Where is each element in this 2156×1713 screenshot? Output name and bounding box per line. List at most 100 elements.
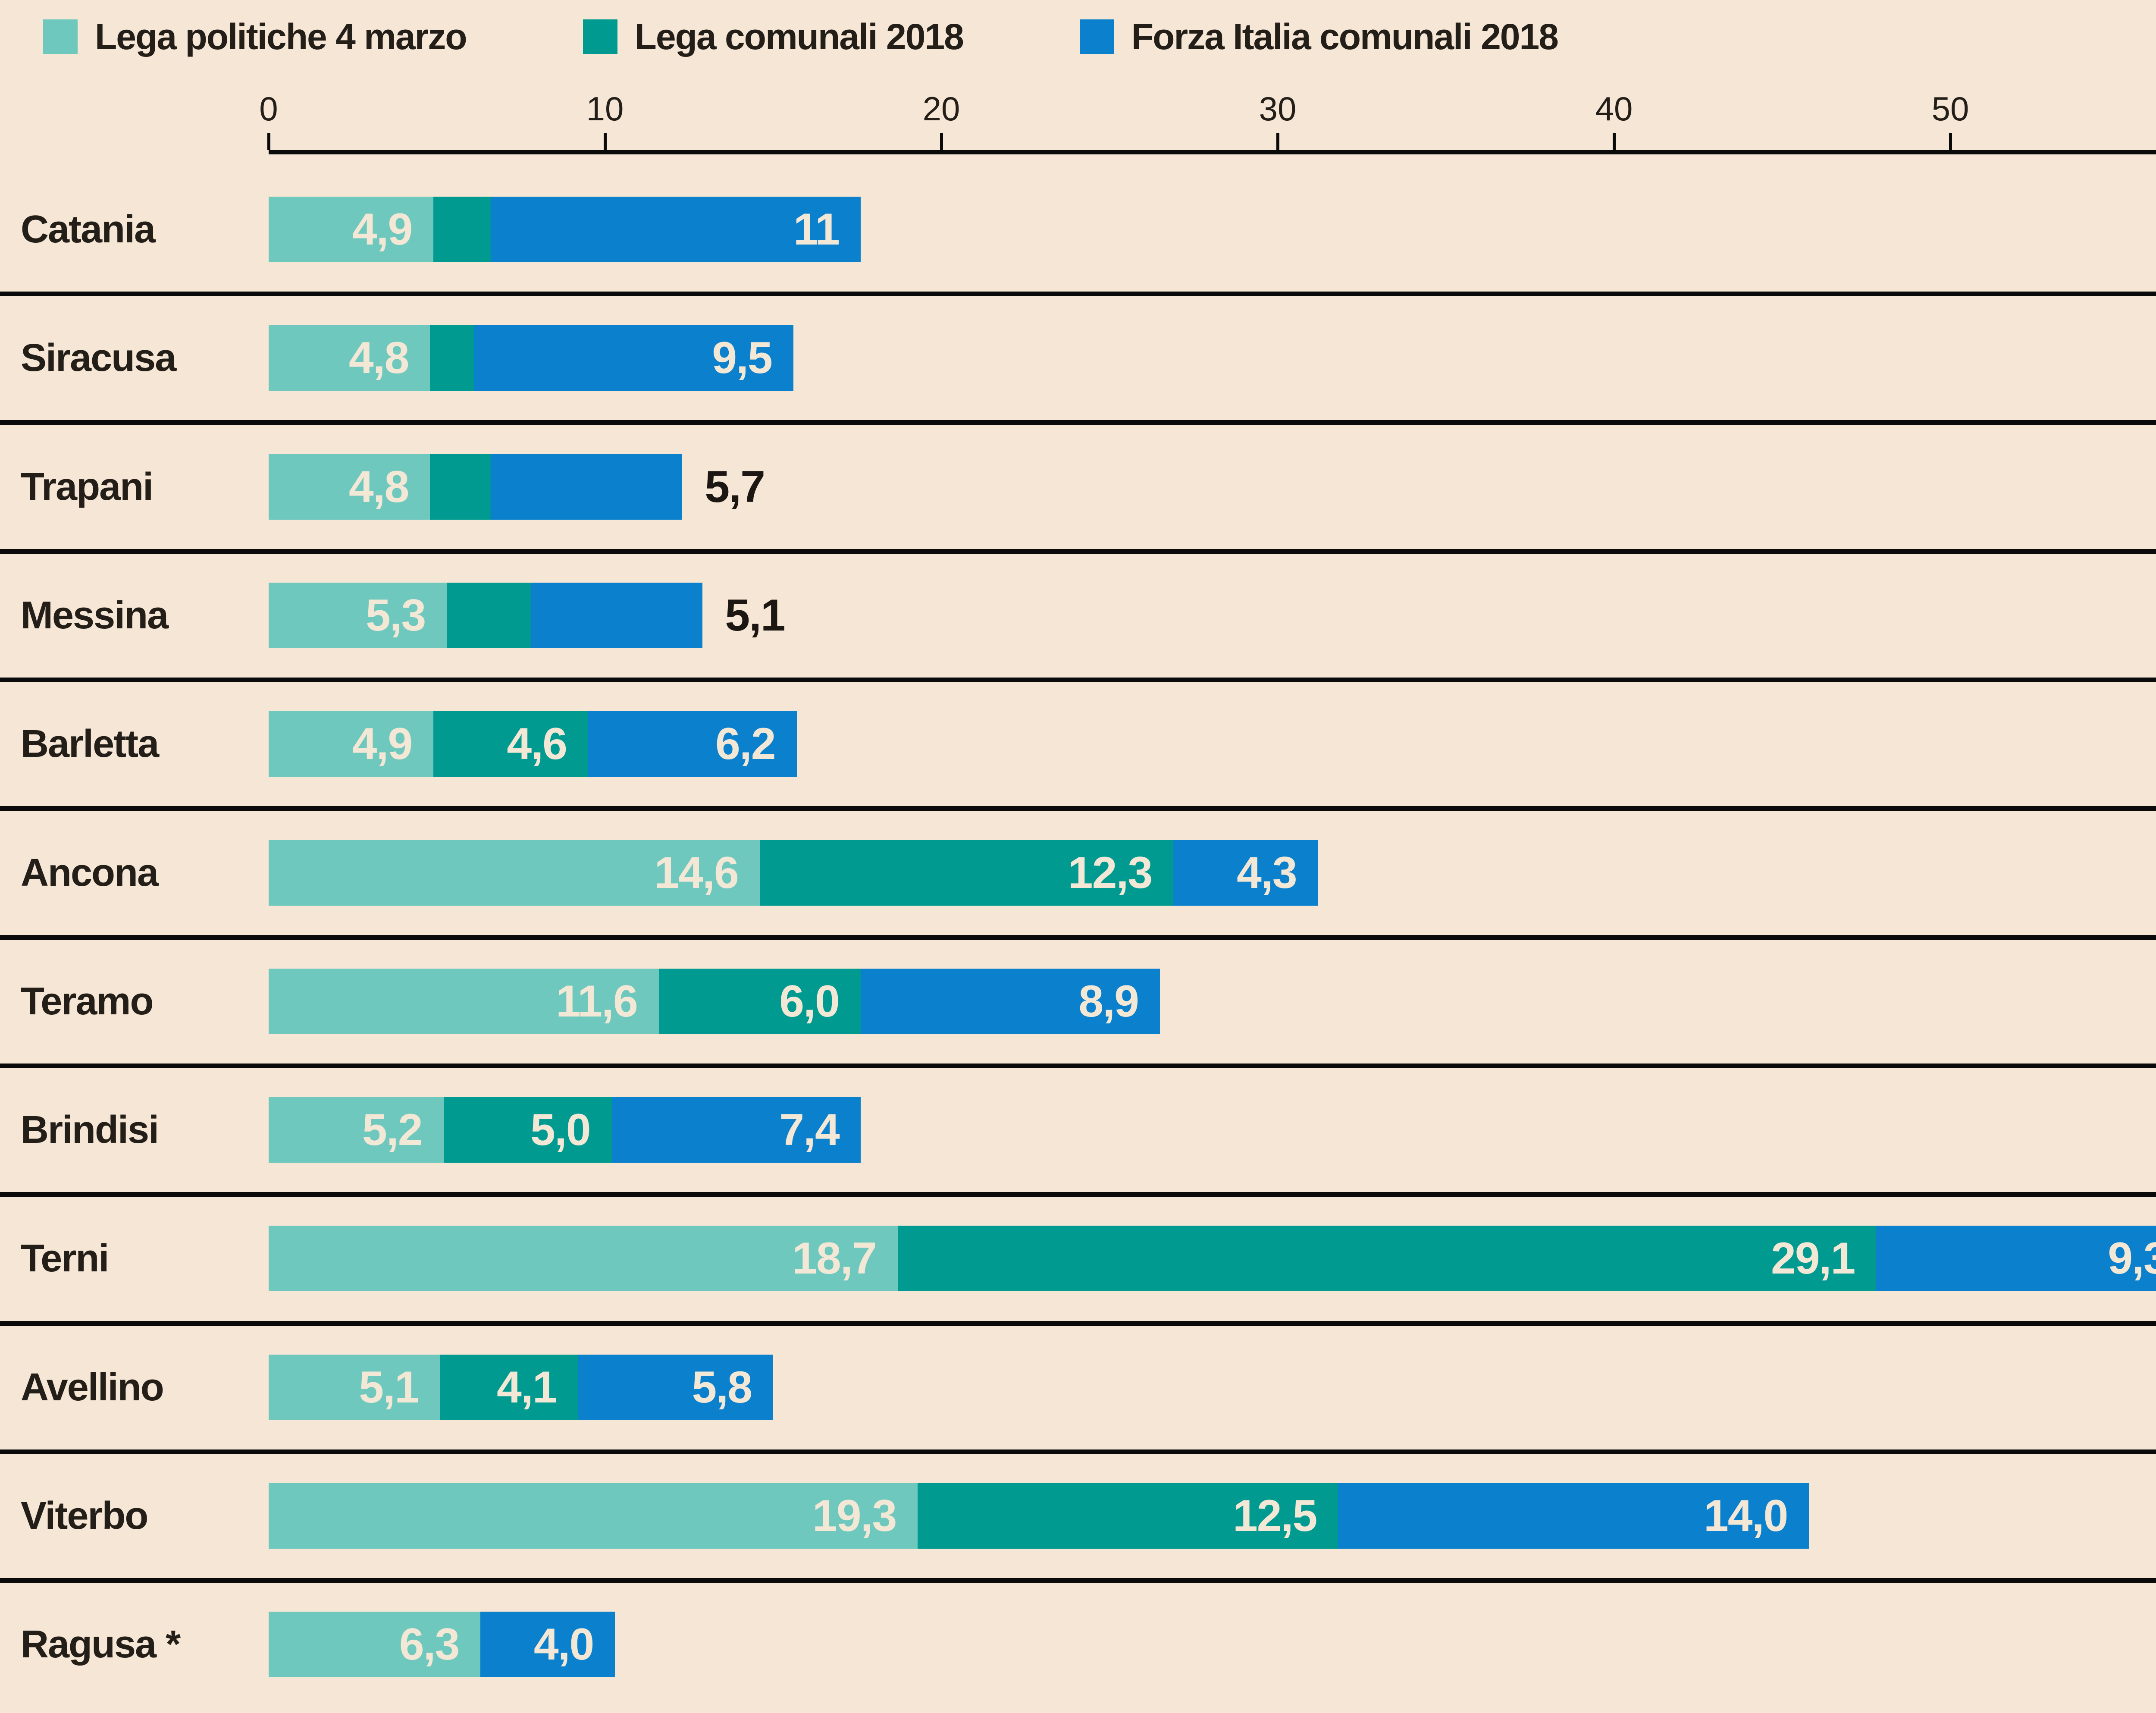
segment-value-label: 12,3 [1068, 847, 1153, 898]
lega-comunali-segment [433, 197, 491, 262]
segment-value-label: 11,6 [556, 976, 638, 1026]
axis-tick-label: 40 [1595, 90, 1633, 128]
segment-value-label: 6,2 [715, 719, 776, 769]
forza-italia-segment: 9,5 [473, 325, 793, 391]
row-label: Barletta [21, 722, 159, 766]
lega-comunali-segment: 29,1 [897, 1226, 1877, 1292]
forza-italia-segment: 9,3 [1876, 1226, 2156, 1292]
axis-tick-label: 50 [1931, 90, 1969, 128]
forza-italia-segment: 4,3 [1173, 840, 1318, 906]
segment-value-label: 7,4 [779, 1105, 840, 1155]
axis-tick [604, 133, 607, 150]
segment-value-label: 4,0 [533, 1619, 595, 1670]
segment-value-label: 4,8 [348, 461, 410, 512]
legend-swatch-lega_comunali [583, 19, 617, 54]
lega-politiche-segment: 4,8 [269, 454, 430, 520]
lega-politiche-segment: 4,9 [269, 711, 434, 777]
lega-politiche-segment: 5,3 [269, 582, 447, 648]
forza-italia-segment: 5,8 [578, 1354, 773, 1420]
legend-label: Lega politiche 4 marzo [95, 16, 467, 57]
segment-value-label: 5,1 [359, 1362, 420, 1412]
segment-value-label: 29,1 [1771, 1233, 1855, 1284]
row-divider [0, 935, 2156, 940]
bar-7: 5,2 5,0 7,4 [269, 1097, 2156, 1163]
bar-5: 14,6 12,3 4,3 [269, 840, 2156, 906]
bar-6: 11,6 6,0 8,9 [269, 968, 2156, 1034]
segment-value-label: 4,8 [348, 333, 410, 383]
row-divider [0, 1192, 2156, 1197]
axis-tick-label: 20 [922, 90, 960, 128]
legend-label: Lega comunali 2018 [634, 16, 964, 57]
lega-politiche-segment: 18,7 [269, 1226, 898, 1292]
forza-italia-segment: 14,0 [1338, 1483, 1809, 1549]
forza-italia-segment [490, 454, 683, 520]
forza-italia-segment: 7,4 [611, 1097, 861, 1163]
segment-value-label: 6,0 [779, 976, 840, 1026]
row-divider [0, 420, 2156, 425]
segment-value-label: 9,3 [2108, 1233, 2156, 1284]
lega-politiche-segment: 6,3 [269, 1612, 481, 1678]
row-label: Ragusa * [21, 1623, 181, 1666]
axis-baseline [269, 150, 2156, 154]
legend-label: Forza Italia comunali 2018 [1131, 16, 1559, 57]
segment-value-label: 5,8 [692, 1362, 752, 1412]
row-divider [0, 1449, 2156, 1454]
lega-politiche-segment: 4,9 [269, 197, 434, 262]
row-label: Viterbo [21, 1494, 148, 1537]
legend-swatch-forza_italia [1079, 19, 1114, 54]
bar-4: 4,9 4,6 6,2 [269, 711, 2156, 777]
segment-value-label: 4,9 [352, 204, 413, 254]
bar-11: 6,3 4,0 [269, 1612, 2156, 1678]
legend: Lega politiche 4 marzo Lega comunali 2018… [43, 13, 1559, 60]
lega-comunali-segment [430, 325, 474, 391]
segment-value-label: 4,9 [352, 719, 413, 769]
legend-swatch-lega_politiche [43, 19, 78, 54]
lega-politiche-segment: 14,6 [269, 840, 760, 906]
x-axis: 0102030405060 [259, 0, 2156, 164]
row-divider [0, 1578, 2156, 1583]
bar-10: 19,3 12,5 14,0 [269, 1483, 2156, 1549]
row-divider [0, 292, 2156, 297]
segment-value-label: 8,9 [1078, 976, 1139, 1026]
segment-value-label: 5,3 [365, 590, 426, 640]
segment-value-label: 6,3 [399, 1619, 460, 1670]
row-divider [0, 549, 2156, 554]
row-divider [0, 1321, 2156, 1326]
axis-tick [940, 133, 943, 150]
forza-italia-segment: 4,0 [480, 1612, 615, 1678]
segment-value-label: 19,3 [812, 1491, 897, 1541]
segment-value-label: 4,1 [497, 1362, 558, 1412]
row-label: Catania [21, 208, 156, 251]
row-label: Teramo [21, 979, 154, 1023]
lega-comunali-segment: 6,0 [658, 968, 861, 1034]
segment-value-label: 11 [793, 204, 840, 254]
lega-comunali-segment: 12,3 [759, 840, 1174, 906]
lega-politiche-segment: 5,2 [269, 1097, 444, 1163]
row-label: Avellino [21, 1365, 164, 1409]
segment-value-label: 12,5 [1232, 1491, 1317, 1541]
segment-value-label: 14,6 [654, 847, 739, 898]
axis-tick-label: 0 [259, 90, 278, 128]
row-label: Siracusa [21, 336, 176, 380]
axis-tick-label: 30 [1259, 90, 1297, 128]
axis-tick [267, 133, 270, 150]
bar-8: 18,7 29,1 9,3 [269, 1226, 2156, 1292]
row-label: Trapani [21, 465, 154, 508]
segment-value-label: 4,3 [1237, 847, 1297, 898]
lega-comunali-segment: 4,1 [440, 1354, 578, 1420]
legend-item-lega_comunali: Lega comunali 2018 [583, 16, 964, 58]
row-divider [0, 806, 2156, 811]
row-divider [0, 678, 2156, 683]
lega-comunali-segment: 5,0 [443, 1097, 612, 1163]
segment-value-label: 5,2 [362, 1105, 423, 1155]
forza-italia-segment: 8,9 [860, 968, 1160, 1034]
lega-comunali-segment [430, 454, 491, 520]
axis-tick-label: 10 [586, 90, 624, 128]
axis-tick [1949, 133, 1952, 150]
row-label: Brindisi [21, 1108, 159, 1152]
lega-politiche-segment: 19,3 [269, 1483, 918, 1549]
forza-italia-segment: 11 [490, 197, 861, 262]
legend-item-lega_politiche: Lega politiche 4 marzo [43, 16, 467, 58]
row-label: Ancona [21, 851, 159, 894]
